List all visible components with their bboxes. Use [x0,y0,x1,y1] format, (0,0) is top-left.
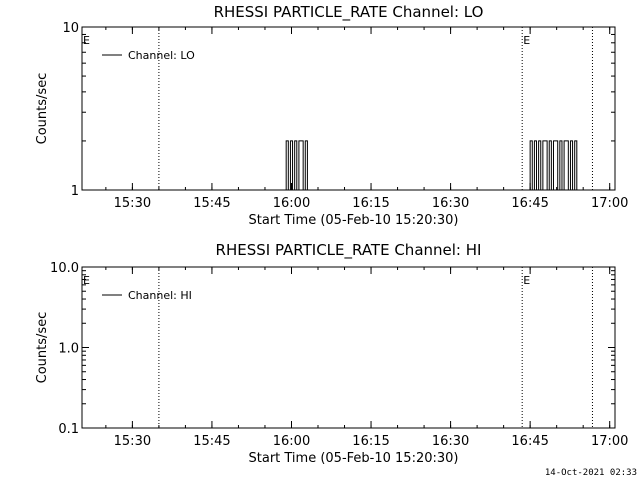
y-axis-label: Counts/sec [35,73,50,145]
vertical-marker-label: E [523,34,530,47]
y-tick-label: 1 [71,184,79,199]
vertical-marker-label: E [83,274,90,287]
y-tick-label: 0.1 [58,422,79,437]
y-tick-label: 10.0 [50,261,79,276]
x-tick-label: 16:30 [432,196,469,211]
x-tick-label: 17:00 [591,434,628,449]
vertical-marker-label: E [83,34,90,47]
x-tick-label: 15:45 [193,434,230,449]
x-tick-label: 16:45 [511,196,548,211]
plot-panel-2: RHESSI PARTICLE_RATE Channel: HI 15:30 15:… [35,241,628,466]
chart-title: RHESSI PARTICLE_RATE Channel: HI [216,241,482,260]
x-axis-label: Start Time (05-Feb-10 15:20:30) [249,213,459,228]
x-tick-label: 16:15 [352,434,389,449]
x-tick-label: 16:45 [511,434,548,449]
x-tick-label: 16:30 [432,434,469,449]
x-tick-label: 17:00 [591,196,628,211]
y-tick-label: 1.0 [58,342,79,357]
x-tick-label: 16:00 [273,196,310,211]
plot-panel-1: RHESSI PARTICLE_RATE Channel: LO 15:30 15:… [35,3,628,228]
y-tick-label: 10 [62,21,79,36]
x-axis-label: Start Time (05-Feb-10 15:20:30) [249,451,459,466]
y-axis-label: Counts/sec [35,312,50,384]
x-tick-label: 15:30 [114,196,151,211]
x-tick-label: 16:15 [352,196,389,211]
footer-timestamp: 14-Oct-2021 02:33 [545,468,637,478]
vertical-marker-label: E [523,274,530,287]
chart-title: RHESSI PARTICLE_RATE Channel: LO [214,3,484,22]
x-tick-label: 16:00 [273,434,310,449]
legend-entry: Channel: HI [128,289,192,302]
x-tick-label: 15:30 [114,434,151,449]
x-tick-label: 15:45 [193,196,230,211]
legend-entry: Channel: LO [128,49,195,62]
series-line [284,140,579,191]
